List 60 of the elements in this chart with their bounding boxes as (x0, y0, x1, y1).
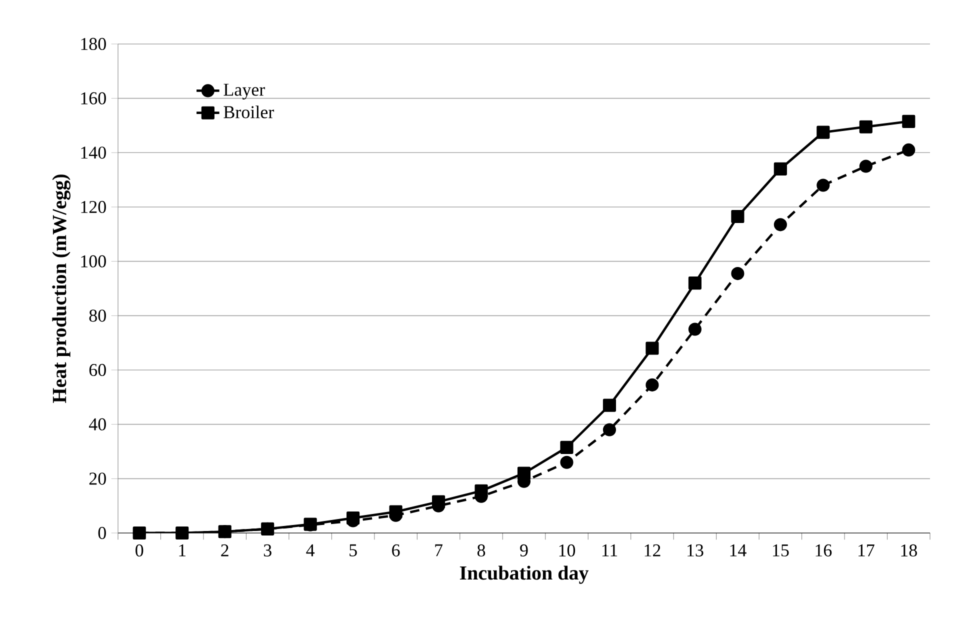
point (902, 114, 916, 128)
x-tick-label: 9 (520, 544, 528, 556)
y-tick-label: 80 (89, 310, 106, 322)
point (389, 505, 402, 518)
x-tick-label: 17 (858, 544, 874, 556)
y-tick-label: 100 (81, 255, 106, 268)
x-tick-label: 7 (435, 544, 443, 556)
point (176, 526, 189, 540)
point (346, 512, 360, 525)
point (859, 160, 872, 173)
y-tick-label: 40 (88, 418, 106, 430)
x-tick-label: 14 (730, 544, 746, 556)
x-tick-label: 18 (901, 544, 917, 557)
x-tick-label: 13 (688, 544, 704, 556)
x-tick-label: 12 (644, 544, 660, 556)
point (816, 178, 830, 192)
x-axis-title: Incubation day (460, 566, 589, 584)
point (816, 126, 830, 139)
x-tick-label: 4 (306, 544, 315, 556)
point (859, 120, 872, 134)
point (560, 456, 574, 469)
legend-label: Layer (224, 84, 265, 100)
point (731, 210, 744, 224)
y-tick-label: 0 (98, 526, 106, 540)
x-tick-label: 2 (221, 544, 228, 556)
y-axis-title: Heat production (mW/egg) (52, 174, 70, 403)
y-tick-label: 160 (81, 92, 106, 104)
point (474, 484, 488, 498)
y-tick-label: 120 (81, 200, 106, 214)
x-tick-label: 8 (477, 544, 486, 557)
point (560, 440, 574, 454)
x-tick-label: 3 (264, 544, 272, 556)
y-tick-label: 140 (81, 146, 106, 159)
x-tick-label: 16 (816, 544, 832, 556)
point (774, 162, 787, 176)
x-tick-label: 10 (559, 544, 576, 557)
x-tick-label: 6 (392, 544, 400, 556)
point (646, 378, 659, 392)
point (602, 423, 616, 436)
point (602, 398, 616, 412)
point (774, 218, 787, 232)
point (218, 525, 232, 538)
point (261, 522, 274, 536)
legend-label: Broiler (224, 106, 274, 118)
x-tick-label: 5 (350, 544, 357, 556)
point (132, 526, 146, 540)
point (902, 143, 916, 156)
point (646, 342, 659, 355)
x-tick-label: 15 (773, 544, 789, 556)
point (432, 495, 446, 508)
point (688, 276, 702, 290)
x-tick-label: 11 (602, 544, 618, 556)
point (688, 322, 702, 336)
point (731, 267, 744, 280)
x-tick-label: 1 (179, 544, 186, 556)
y-tick-label: 60 (89, 364, 106, 376)
y-tick-label: 20 (89, 472, 106, 485)
point (517, 466, 531, 480)
y-tick-label: 180 (81, 38, 106, 50)
x-tick-label: 0 (136, 544, 144, 557)
